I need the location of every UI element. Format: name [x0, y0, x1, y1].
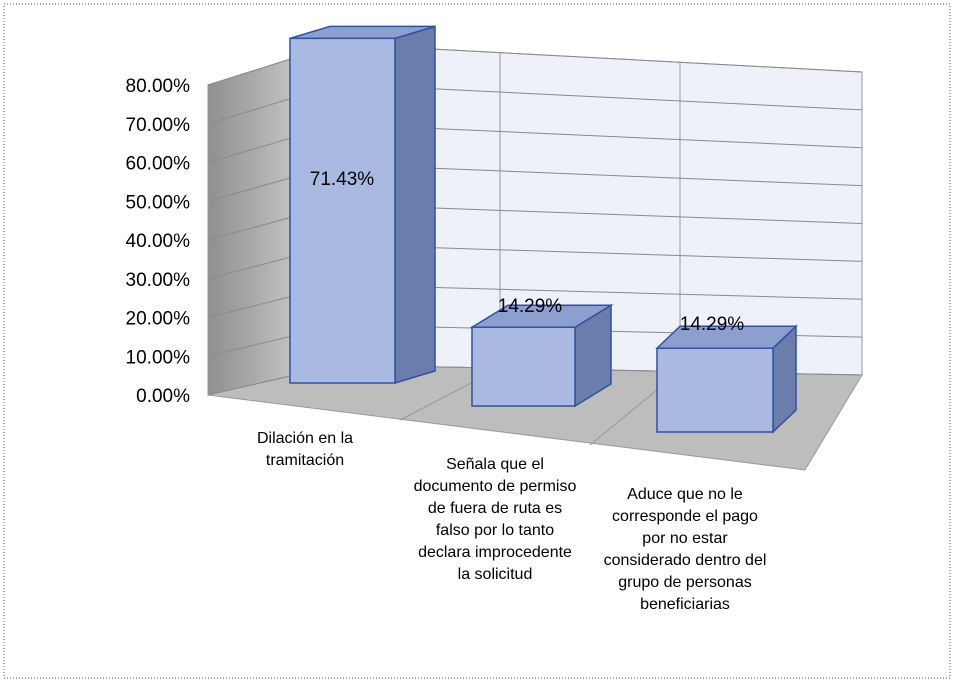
y-tick-label: 60.00%: [126, 154, 191, 175]
y-tick-label: 10.00%: [126, 347, 191, 368]
bar: [656, 347, 774, 433]
y-tick-label: 40.00%: [126, 231, 191, 252]
bar-side: [394, 25, 436, 385]
y-tick-label: 80.00%: [126, 76, 191, 97]
x-tick-label: Aduce que no le corresponde el pago por …: [603, 486, 767, 613]
data-label: 14.29%: [498, 296, 563, 317]
y-tick-label: 50.00%: [126, 192, 191, 213]
y-tick-label: 30.00%: [126, 270, 191, 291]
bar: [289, 37, 396, 384]
data-label: 71.43%: [310, 169, 375, 190]
x-tick-label: Dilación en la tramitación: [256, 430, 354, 469]
y-tick-label: 0.00%: [136, 386, 190, 407]
y-tick-label: 70.00%: [126, 115, 191, 136]
bar: [471, 326, 576, 407]
data-label: 14.29%: [680, 314, 745, 335]
x-tick-label: Señala que el documento de permiso de fu…: [413, 456, 577, 583]
y-tick-label: 20.00%: [126, 309, 191, 330]
